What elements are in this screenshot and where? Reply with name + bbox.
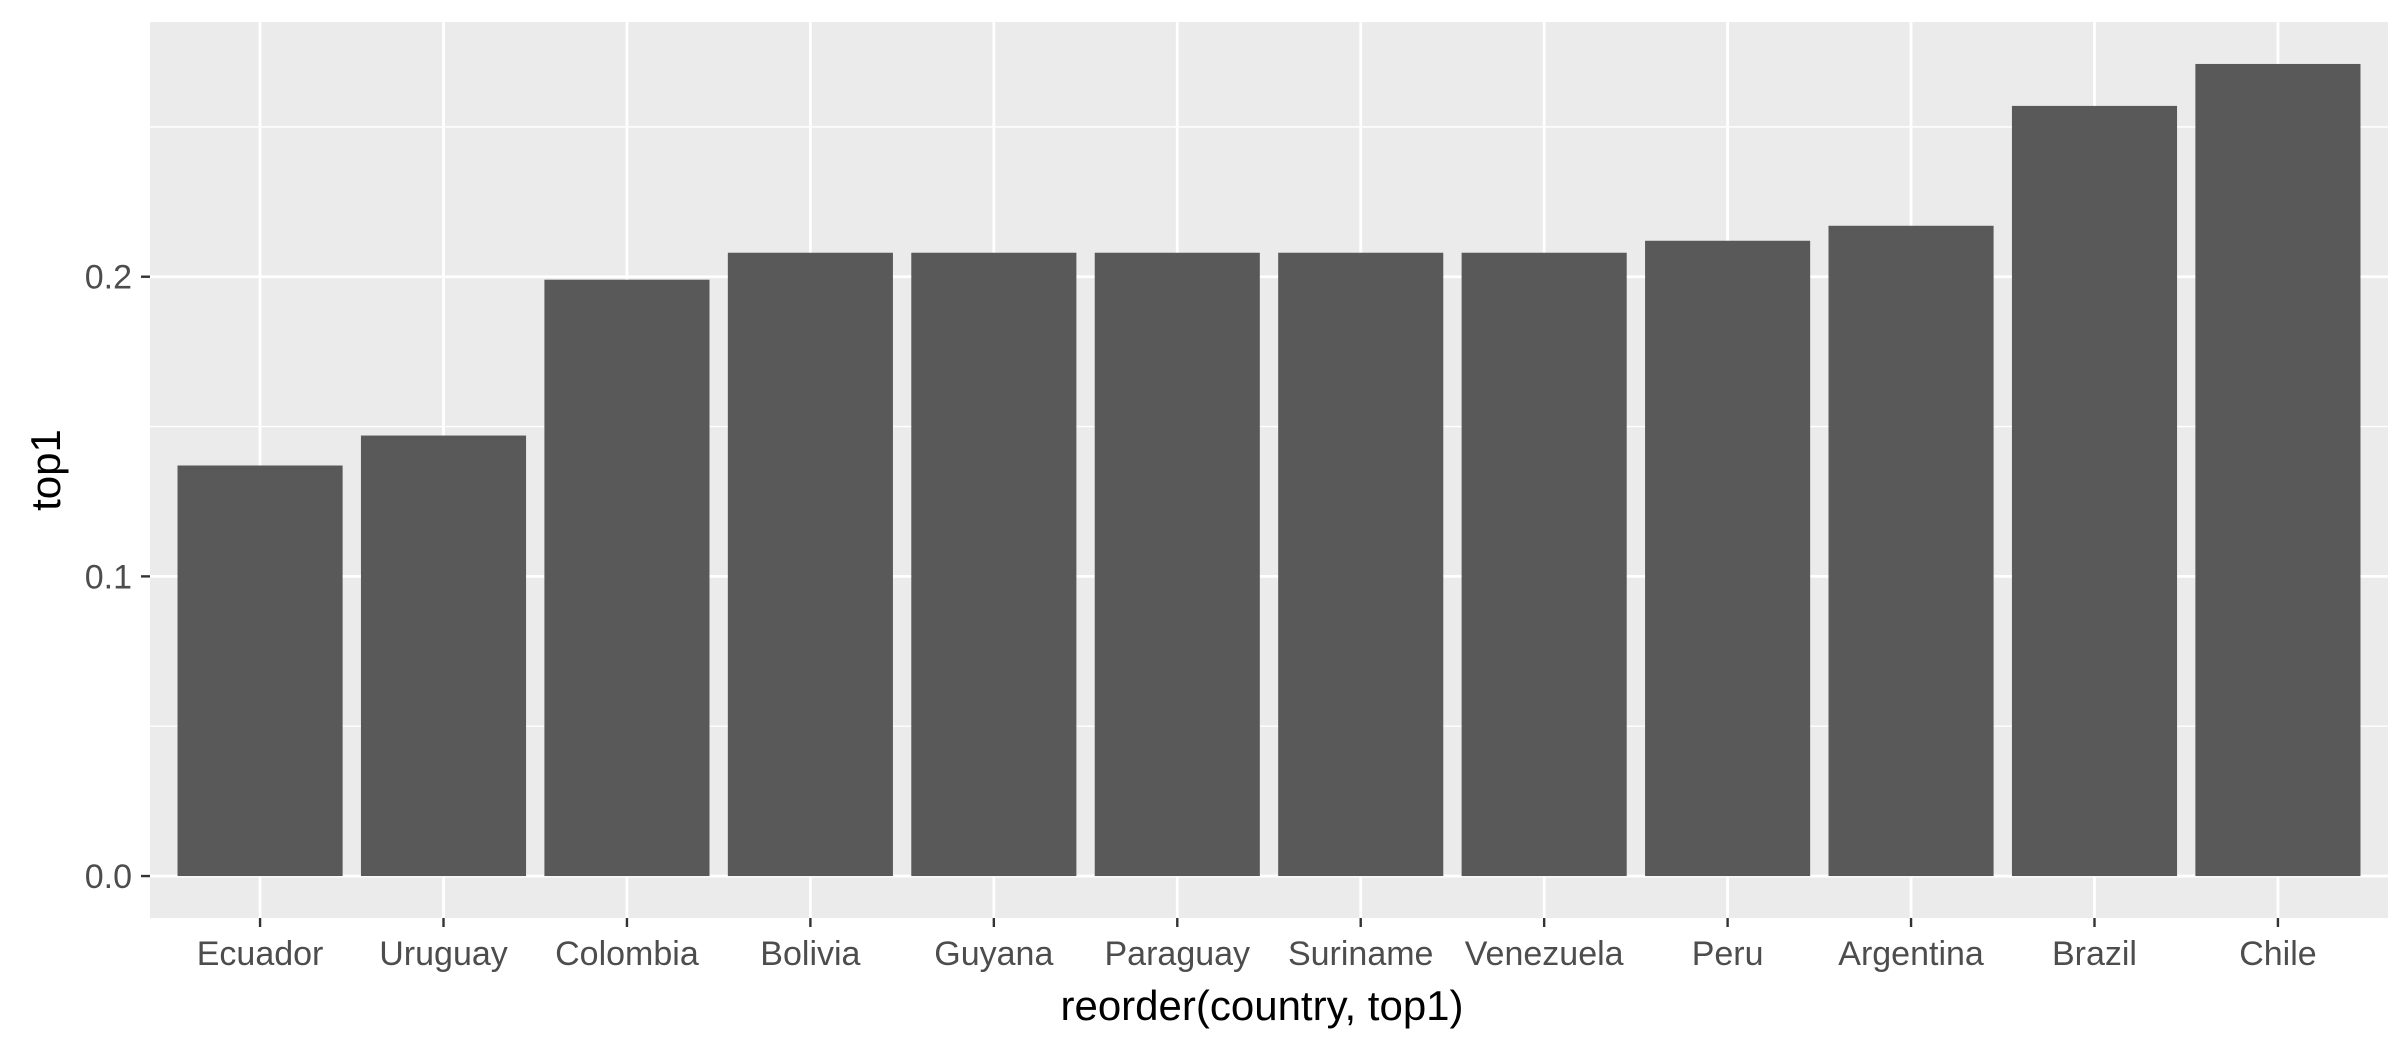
bar-colombia <box>544 279 710 877</box>
bar-paraguay <box>1094 252 1260 877</box>
bar-bolivia <box>727 252 893 877</box>
y-tick-label-2: 0.2 <box>85 259 132 297</box>
x-axis: Ecuador Uruguay Colombia Bolivia Guyana Parag… <box>197 918 2317 973</box>
y-tick-label-0: 0.0 <box>85 858 132 896</box>
bar-suriname <box>1278 252 1444 877</box>
x-axis-title: reorder(country, top1) <box>1060 982 1463 1029</box>
bar-uruguay <box>360 435 527 877</box>
bar-ecuador <box>177 465 343 877</box>
y-axis: 0.0 0.1 0.2 <box>85 259 150 896</box>
bars <box>177 63 2361 877</box>
bar-argentina <box>1828 225 1994 877</box>
bar-guyana <box>911 252 1077 877</box>
x-tick-label-argentina: Argentina <box>1838 935 1984 973</box>
x-tick-label-suriname: Suriname <box>1288 935 1434 973</box>
x-tick-label-bolivia: Bolivia <box>760 935 860 973</box>
bar-chile <box>2195 63 2361 877</box>
x-tick-label-colombia: Colombia <box>555 935 699 973</box>
x-tick-label-paraguay: Paraguay <box>1105 935 1251 973</box>
x-tick-label-uruguay: Uruguay <box>379 935 508 973</box>
bar-peru <box>1645 240 1811 877</box>
bar-brazil <box>2011 105 2178 877</box>
bar-venezuela <box>1461 252 1627 877</box>
x-tick-label-guyana: Guyana <box>934 935 1053 973</box>
x-tick-label-peru: Peru <box>1692 935 1764 973</box>
x-tick-label-brazil: Brazil <box>2052 935 2137 973</box>
y-tick-label-1: 0.1 <box>85 558 132 596</box>
x-tick-label-venezuela: Venezuela <box>1465 935 1624 973</box>
y-axis-title: top1 <box>22 429 69 511</box>
x-tick-label-chile: Chile <box>2239 935 2316 973</box>
x-tick-label-ecuador: Ecuador <box>197 935 324 973</box>
